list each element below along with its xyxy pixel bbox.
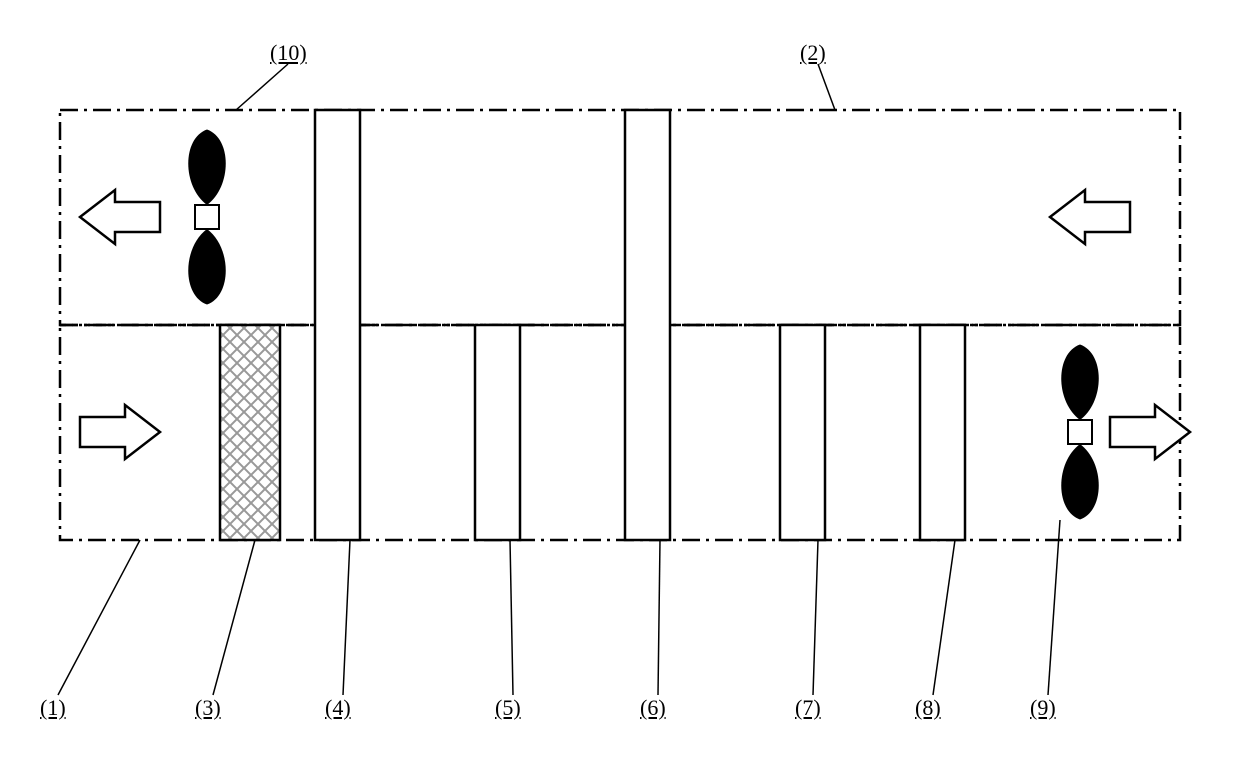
callout-9-label: (9) bbox=[1030, 695, 1056, 721]
schematic-diagram: (10) (2) (1) (3) (4) (5) (6) (7) (8) (9) bbox=[20, 20, 1220, 740]
callout-7-label: (7) bbox=[795, 695, 821, 721]
diagram-svg bbox=[20, 20, 1220, 740]
callout-1-label: (1) bbox=[40, 695, 66, 721]
callout-4-label: (4) bbox=[325, 695, 351, 721]
callout-6-label: (6) bbox=[640, 695, 666, 721]
callout-5-label: (5) bbox=[495, 695, 521, 721]
callout-8-label: (8) bbox=[915, 695, 941, 721]
callout-2-label: (2) bbox=[800, 40, 826, 66]
callout-3-label: (3) bbox=[195, 695, 221, 721]
callout-10-label: (10) bbox=[270, 40, 307, 66]
